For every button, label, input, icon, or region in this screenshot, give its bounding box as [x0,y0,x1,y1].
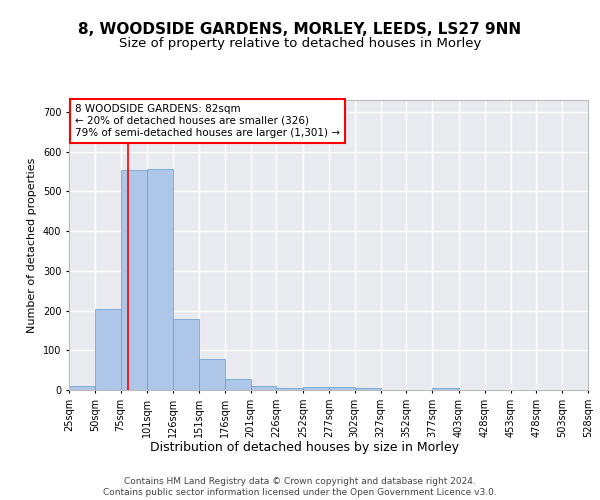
Bar [69,386,95,390]
Text: 8, WOODSIDE GARDENS, MORLEY, LEEDS, LS27 9NN: 8, WOODSIDE GARDENS, MORLEY, LEEDS, LS27… [79,22,521,38]
Bar [329,387,355,390]
Bar [95,308,121,390]
Text: Contains public sector information licensed under the Open Government Licence v3: Contains public sector information licen… [103,488,497,497]
Text: 8 WOODSIDE GARDENS: 82sqm
← 20% of detached houses are smaller (326)
79% of semi: 8 WOODSIDE GARDENS: 82sqm ← 20% of detac… [75,104,340,138]
Text: Distribution of detached houses by size in Morley: Distribution of detached houses by size … [150,441,459,454]
Bar [173,320,199,390]
Bar [225,380,251,390]
Bar [148,168,173,390]
Bar [251,386,277,390]
Bar [355,388,380,390]
Bar [121,170,148,390]
Text: Contains HM Land Registry data © Crown copyright and database right 2024.: Contains HM Land Registry data © Crown c… [124,476,476,486]
Text: Size of property relative to detached houses in Morley: Size of property relative to detached ho… [119,38,481,51]
Bar [277,388,303,390]
Bar [303,387,329,390]
Y-axis label: Number of detached properties: Number of detached properties [28,158,37,332]
Bar [432,388,459,390]
Bar [199,359,225,390]
